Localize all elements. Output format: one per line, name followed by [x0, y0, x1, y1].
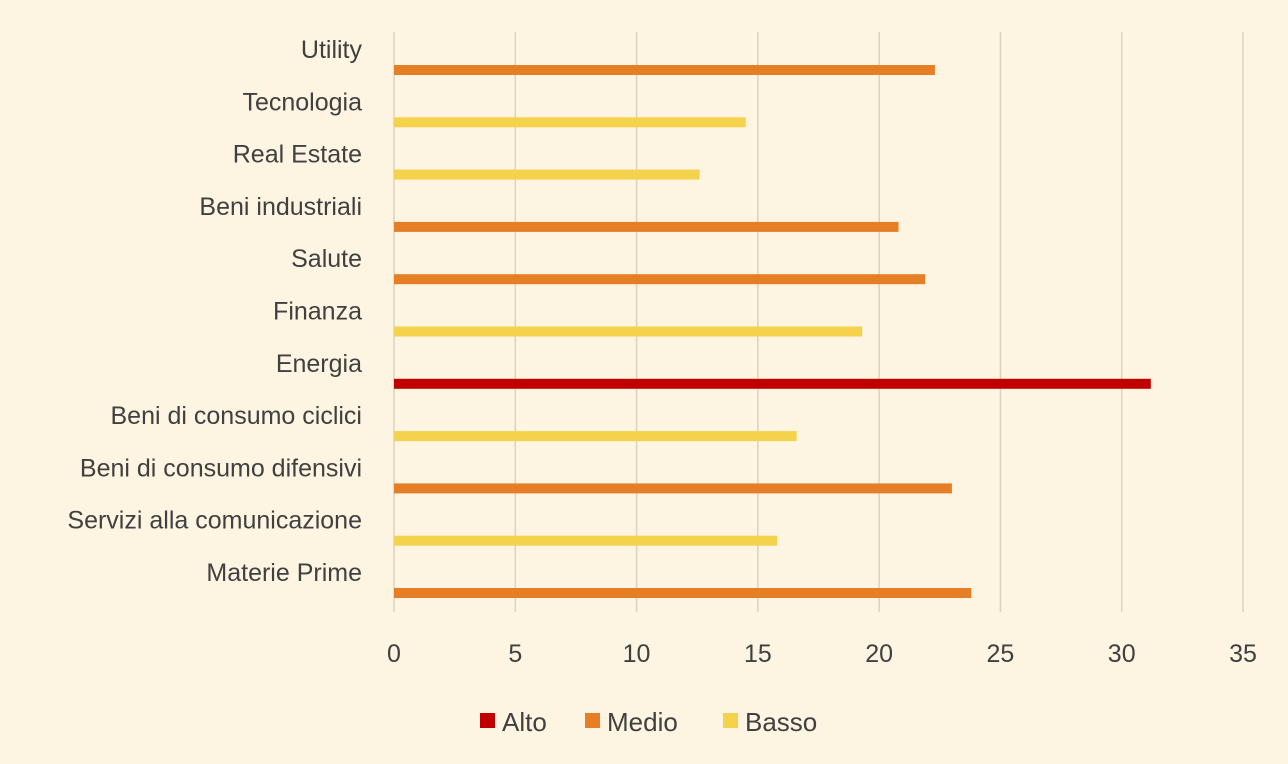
category-label: Real Estate [233, 141, 362, 169]
x-tick-label: 25 [987, 640, 1015, 668]
x-tick-label: 30 [1108, 640, 1136, 668]
category-label: Beni industriali [199, 193, 362, 221]
category-label: Salute [291, 245, 362, 273]
category-label: Servizi alla comunicazione [67, 507, 362, 535]
bar-tecnologia [394, 117, 746, 128]
x-axis-tick-labels: 0 5 10 15 20 25 30 35 [387, 640, 1257, 668]
category-label: Finanza [273, 298, 362, 326]
bar-servizi-alla-comunicazione [394, 535, 778, 546]
bar-materie-prime [394, 588, 972, 598]
bar-energia [394, 378, 1151, 389]
category-label: Materie Prime [206, 559, 362, 587]
gridlines [393, 32, 1244, 612]
category-label: Beni di consumo ciclici [111, 402, 363, 430]
bar-utility [394, 65, 935, 75]
bar-beni-di-consumo-difensivi [394, 483, 952, 494]
x-tick-label: 15 [744, 640, 772, 668]
x-tick-label: 20 [865, 640, 893, 668]
x-tick-label: 35 [1229, 640, 1257, 668]
bars [394, 65, 1151, 598]
legend: Alto Medio Basso [480, 707, 817, 737]
category-label: Beni di consumo difensivi [80, 454, 362, 482]
bar-beni-industriali [394, 221, 899, 232]
legend-swatch-basso [723, 713, 738, 728]
bar-salute [394, 274, 926, 285]
bar-finanza [394, 326, 863, 337]
legend-swatch-medio [585, 713, 600, 728]
x-tick-label: 10 [623, 640, 651, 668]
legend-swatch-alto [480, 713, 495, 728]
category-label: Utility [301, 36, 363, 64]
category-label: Tecnologia [242, 88, 362, 116]
legend-label-basso: Basso [745, 707, 817, 737]
bar-real-estate [394, 169, 700, 180]
legend-label-medio: Medio [607, 707, 678, 737]
legend-label-alto: Alto [502, 707, 547, 737]
category-labels: Materie Prime Servizi alla comunicazione B… [67, 36, 362, 587]
bar-beni-di-consumo-ciclici [394, 431, 797, 442]
x-tick-label: 0 [387, 640, 401, 668]
category-label: Energia [276, 350, 362, 378]
x-tick-label: 5 [508, 640, 522, 668]
